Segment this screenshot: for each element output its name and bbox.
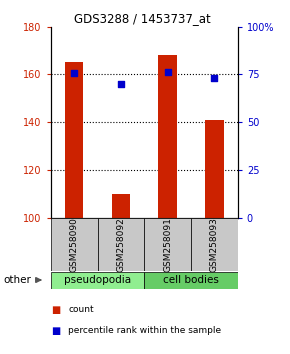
Bar xyxy=(65,62,84,218)
Text: GDS3288 / 1453737_at: GDS3288 / 1453737_at xyxy=(74,12,211,25)
Text: cell bodies: cell bodies xyxy=(163,275,219,285)
Point xyxy=(72,70,77,76)
Text: pseudopodia: pseudopodia xyxy=(64,275,131,285)
Text: other: other xyxy=(3,275,31,285)
Bar xyxy=(205,120,224,218)
Text: percentile rank within the sample: percentile rank within the sample xyxy=(68,326,221,336)
Point xyxy=(119,81,123,87)
Bar xyxy=(112,194,130,218)
Text: GSM258091: GSM258091 xyxy=(163,217,172,272)
Bar xyxy=(51,218,97,271)
Bar xyxy=(51,272,144,289)
Text: count: count xyxy=(68,305,94,314)
Bar xyxy=(144,272,238,289)
Point xyxy=(165,70,170,75)
Bar xyxy=(144,218,191,271)
Bar xyxy=(97,218,144,271)
Text: GSM258090: GSM258090 xyxy=(70,217,79,272)
Point xyxy=(212,75,217,81)
Text: GSM258092: GSM258092 xyxy=(116,217,125,272)
Text: GSM258093: GSM258093 xyxy=(210,217,219,272)
Text: ■: ■ xyxy=(51,326,60,336)
Bar xyxy=(191,218,238,271)
Bar xyxy=(158,55,177,218)
Text: ■: ■ xyxy=(51,305,60,315)
